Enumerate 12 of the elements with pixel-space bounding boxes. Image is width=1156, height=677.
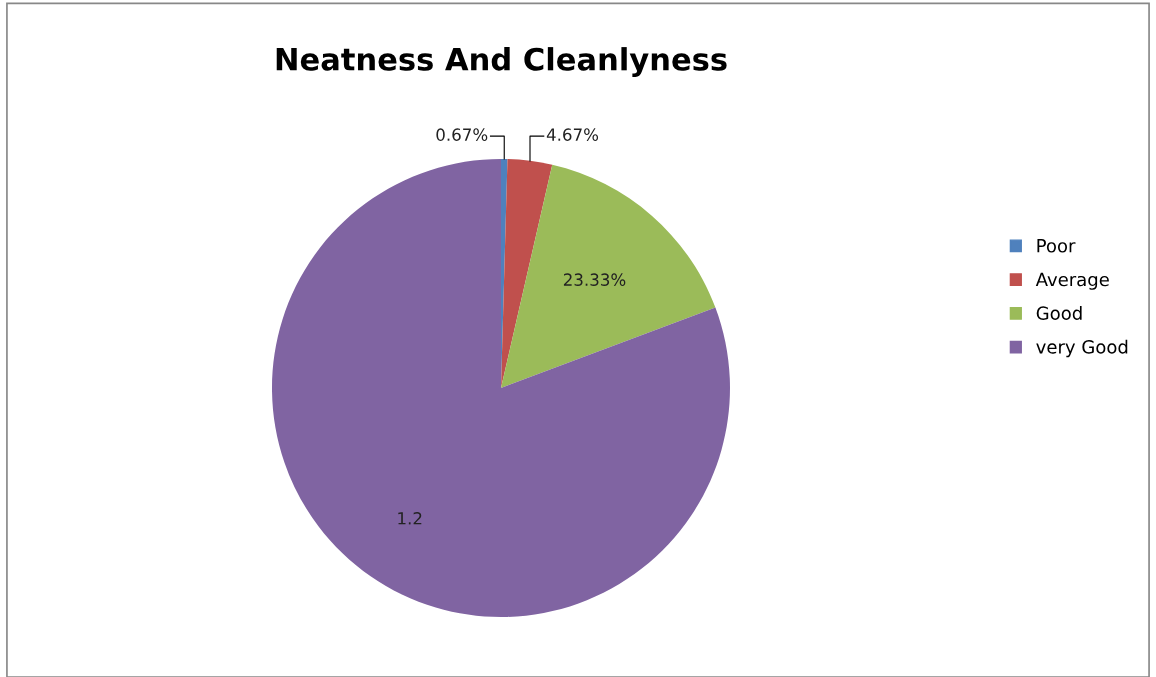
data-label: 23.33% [563,273,626,286]
chart-title: Neatness And Cleanlyness [276,47,727,77]
legend-label: Poor [1037,239,1076,253]
pie-slice [501,159,553,388]
pie-slice [272,159,730,617]
data-label: 4.67% [546,128,599,141]
pie-slice [501,164,716,388]
data-label: 1.2 [398,512,422,525]
legend-label: very Good [1036,339,1128,358]
data-label: 0.67% [436,128,488,141]
legend-label: Good [1036,306,1082,320]
legend-label: Average [1035,272,1109,290]
